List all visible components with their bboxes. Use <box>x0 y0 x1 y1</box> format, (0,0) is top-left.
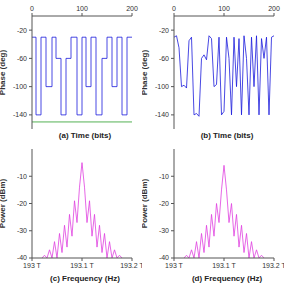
svg-text:-100: -100 <box>155 83 169 90</box>
svg-text:-100: -100 <box>13 83 27 90</box>
svg-text:-20: -20 <box>17 200 27 207</box>
html-text:(b) Time (bits): (b) Time (bits) <box>200 131 254 140</box>
svg-text:-40: -40 <box>159 254 169 261</box>
svg-text:0: 0 <box>30 5 34 12</box>
svg-text:-20: -20 <box>159 200 169 207</box>
svg-text:Phase (deg): Phase (deg) <box>142 49 149 95</box>
svg-text:193.1 T: 193.1 T <box>212 262 236 269</box>
svg-text:0: 0 <box>172 5 176 12</box>
svg-text:-60: -60 <box>17 55 27 62</box>
svg-text:-140: -140 <box>13 111 27 118</box>
svg-text:193.2 T: 193.2 T <box>120 262 142 269</box>
svg-text:193 T: 193 T <box>23 262 41 269</box>
svg-text:-20: -20 <box>17 27 27 34</box>
svg-text:200: 200 <box>126 5 138 12</box>
svg-text:193.2 T: 193.2 T <box>262 262 277 269</box>
svg-text:100: 100 <box>218 5 230 12</box>
svg-text:-60: -60 <box>159 55 169 62</box>
html-text:(c) Frequency (Hz): (c) Frequency (Hz) <box>50 274 120 283</box>
svg-text:-30: -30 <box>159 227 169 234</box>
svg-text:-10: -10 <box>159 173 169 180</box>
svg-text:-140: -140 <box>155 111 169 118</box>
svg-text:193 T: 193 T <box>165 262 183 269</box>
svg-text:Power (dBm): Power (dBm) <box>142 179 149 229</box>
html-text:(a) Time (bits): (a) Time (bits) <box>58 131 112 140</box>
svg-text:-20: -20 <box>159 27 169 34</box>
svg-text:-30: -30 <box>17 227 27 234</box>
svg-text:200: 200 <box>268 5 277 12</box>
html-text:(d) Frequency (Hz): (d) Frequency (Hz) <box>191 274 263 283</box>
svg-text:-10: -10 <box>17 173 27 180</box>
svg-text:193.1 T: 193.1 T <box>70 262 94 269</box>
svg-text:100: 100 <box>76 5 88 12</box>
svg-text:-40: -40 <box>17 254 27 261</box>
